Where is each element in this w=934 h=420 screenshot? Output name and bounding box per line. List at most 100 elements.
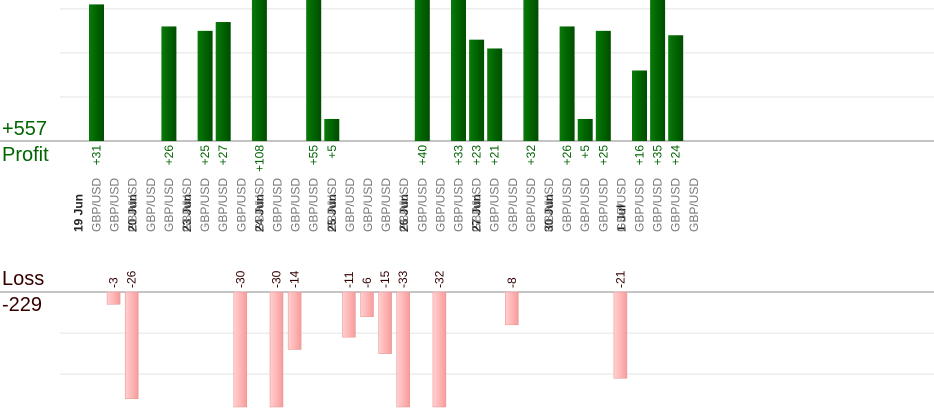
- pair-label: GBP/USD: [524, 178, 538, 232]
- profit-bar: [487, 48, 503, 141]
- pair-label: GBP/USD: [687, 178, 701, 232]
- date-label: 20 Jun: [126, 194, 140, 232]
- pair-label: GBP/USD: [198, 178, 212, 232]
- profit-bar: [650, 0, 666, 141]
- loss-value-label: -30: [270, 270, 284, 288]
- pair-label: GBP/USD: [415, 178, 429, 232]
- loss-bar: [287, 291, 302, 350]
- pair-label: GBP/USD: [651, 178, 665, 232]
- profit-total: +557: [2, 118, 48, 140]
- pair-label: GBP/USD: [596, 178, 610, 232]
- pair-label: GBP/USD: [633, 178, 647, 232]
- loss-label: Loss: [2, 268, 45, 290]
- loss-bar: [233, 291, 248, 408]
- loss-value-label: -33: [396, 270, 410, 288]
- loss-bar: [378, 291, 392, 354]
- loss-bar: [342, 291, 356, 338]
- date-label: 23 Jun: [180, 194, 194, 232]
- pair-label: GBP/USD: [234, 178, 248, 232]
- profit-value-label: +55: [307, 145, 321, 166]
- loss-value-label: -3: [107, 277, 121, 288]
- profit-bar: [414, 0, 430, 141]
- pair-label: GBP/USD: [614, 178, 628, 232]
- pair-label: GBP/USD: [506, 178, 520, 232]
- pair-label: GBP/USD: [397, 178, 411, 232]
- date-label: 25 Jun: [325, 194, 339, 232]
- profit-value-label: +24: [669, 145, 683, 166]
- pair-label: GBP/USD: [488, 178, 502, 232]
- pair-label: GBP/USD: [307, 178, 321, 232]
- pair-label: GBP/USD: [433, 178, 447, 232]
- profit-value-label: +40: [415, 145, 429, 166]
- profit-bar: [251, 0, 267, 141]
- date-label: 30 Jun: [542, 194, 556, 232]
- profit-value-label: +25: [596, 145, 610, 166]
- pair-label: GBP/USD: [452, 178, 466, 232]
- pair-label: GBP/USD: [578, 178, 592, 232]
- loss-total: -229: [2, 294, 43, 316]
- pair-label: GBP/USD: [271, 178, 285, 232]
- loss-value-label: -15: [378, 270, 392, 288]
- profit-bar: [559, 26, 575, 141]
- date-label: 1 Jul: [614, 205, 628, 232]
- loss-bar: [613, 291, 628, 379]
- profit-bar: [215, 22, 231, 141]
- pair-label: GBP/USD: [216, 178, 230, 232]
- loss-value-label: -21: [613, 270, 627, 288]
- pair-label: GBP/USD: [542, 178, 556, 232]
- loss-bar: [432, 291, 447, 408]
- loss-value-label: -30: [233, 270, 247, 288]
- profit-label: Profit: [2, 144, 49, 166]
- profit-value-label: +25: [198, 145, 212, 166]
- pair-label: GBP/USD: [325, 178, 339, 232]
- profit-bar: [324, 118, 340, 141]
- pair-label: GBP/USD: [470, 178, 484, 232]
- profit-value-label: +16: [633, 145, 647, 166]
- date-label: 24 Jun: [252, 194, 266, 232]
- profit-bar: [451, 0, 466, 141]
- profit-value-label: +5: [578, 145, 592, 159]
- profit-bar: [632, 70, 647, 141]
- loss-value-label: -26: [125, 270, 139, 288]
- pair-label: GBP/USD: [361, 178, 375, 232]
- profit-value-label: +21: [488, 145, 502, 166]
- pair-label: GBP/USD: [343, 178, 357, 232]
- pair-label: GBP/USD: [144, 178, 158, 232]
- loss-value-label: -32: [432, 270, 446, 288]
- profit-value-label: +108: [252, 145, 266, 172]
- loss-bar: [360, 291, 374, 317]
- pair-label: GBP/USD: [126, 178, 140, 232]
- loss-value-label: -11: [342, 271, 356, 288]
- pair-label: GBP/USD: [560, 178, 574, 232]
- pair-label: GBP/USD: [289, 178, 303, 232]
- pair-label: GBP/USD: [108, 178, 122, 232]
- profit-bar: [197, 30, 213, 141]
- profit-bar: [469, 39, 485, 141]
- pair-label: GBP/USD: [669, 178, 683, 232]
- profit-bar: [89, 4, 104, 141]
- loss-bar: [269, 291, 284, 408]
- pair-label: GBP/USD: [90, 178, 104, 232]
- loss-bar: [396, 291, 410, 408]
- loss-value-label: -8: [505, 277, 519, 288]
- pair-label: GBP/USD: [379, 178, 393, 232]
- profit-value-label: +35: [651, 145, 665, 166]
- profit-value-label: +33: [452, 145, 466, 166]
- pair-label: GBP/USD: [162, 178, 176, 232]
- profit-value-label: +27: [216, 145, 230, 166]
- pair-label: GBP/USD: [252, 178, 266, 232]
- profit-value-label: +31: [90, 145, 104, 166]
- profit-bar: [577, 118, 593, 141]
- profit-value-label: +26: [560, 145, 574, 166]
- profit-value-label: +23: [470, 145, 484, 166]
- profit-bar: [668, 35, 684, 141]
- profit-bar: [161, 26, 177, 141]
- profit-value-label: +32: [524, 145, 538, 166]
- loss-value-label: -14: [288, 270, 302, 288]
- profit-bar: [595, 30, 611, 141]
- profit-value-label: +26: [162, 145, 176, 166]
- loss-value-label: -6: [360, 277, 374, 288]
- date-label: 19 Jun: [71, 194, 85, 232]
- profit-value-label: +5: [325, 145, 339, 159]
